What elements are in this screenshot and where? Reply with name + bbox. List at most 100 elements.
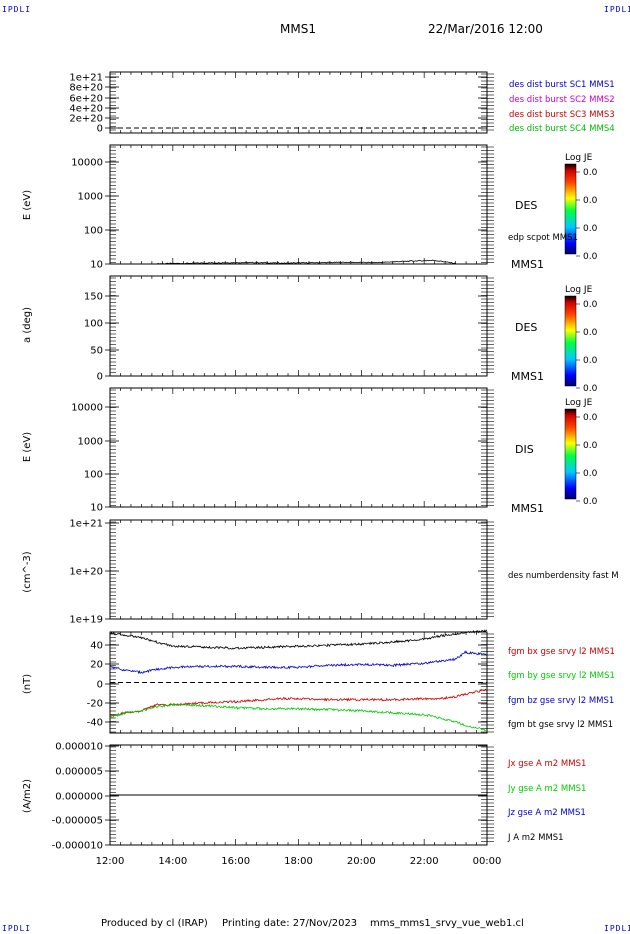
panel-p1-legend-entry: des dist burst SC3 MMS3 [509,110,615,120]
panel-p4-colorbar-tick-label: 0.0 [583,441,598,451]
panel-p2-y-tick-label: 10 [90,260,103,271]
panel-p2-colorbar-tick-label: 0.0 [583,252,598,262]
panel-p1-y-tick-label: 2e+20 [69,114,103,125]
panel-p7-y-tick-label: 0.000000 [55,792,103,803]
panel-p4-colorbar-title: Log JE [565,398,593,408]
panel-p5-y-axis-label: (cm^-3) [22,551,33,592]
panel-p1-y-tick-label: 0 [97,124,103,135]
panel-p3-colorbar-tick-label: 0.0 [583,384,598,394]
panel-p2-series-scpot [156,259,456,265]
panel-p6-series-2 [109,650,488,675]
panel-p3-frame [109,275,488,377]
footer-printing-date: Printing date: 27/Nov/2023 [222,918,358,929]
panel-p2-colorbar-title: Log JE [565,153,593,163]
panel-p7-series-label: J A m2 MMS1 [507,833,564,843]
panel-p6-series-1 [109,703,488,732]
panel-p1-y-tick-label: 1e+21 [69,73,103,84]
panel-p5-frame [109,519,488,620]
panel-p4-right-label: DIS [515,443,534,456]
panel-p6-y-tick-label: 20 [90,660,103,671]
x-tick-label: 20:00 [347,856,376,867]
panel-p5-y-tick-label: 1e+19 [69,615,103,626]
panel-p1-y-tick-label: 8e+20 [69,83,103,94]
x-tick-label: 14:00 [158,856,187,867]
panel-p4-colorbar [564,408,577,500]
panel-p6-y-axis-label: (nT) [22,674,33,694]
panel-p7-y-tick-label: -0.000005 [52,816,103,827]
panel-p6-series-0 [109,688,488,718]
x-tick-label: 00:00 [473,856,502,867]
panel-p2-y-tick-label: 1000 [78,192,103,203]
x-tick-label: 12:00 [96,856,125,867]
panel-p6-y-tick-label: 0 [97,680,103,691]
panel-p4-y-tick-label: 1000 [78,437,103,448]
panel-p5-y-tick-label: 1e+21 [69,519,103,530]
panel-p6-series-3 [109,629,488,650]
panel-p2-colorbar-tick-label: 0.0 [583,196,598,206]
panel-p5-series-label: des numberdensity fast M [508,571,619,581]
panel-p2-colorbar [564,163,577,255]
panel-p6-y-tick-label: 40 [90,641,103,652]
panel-p3-colorbar-tick-label: 0.0 [583,300,598,310]
panel-p2-colorbar-tick-label: 0.0 [583,168,598,178]
panel-p4-colorbar-tick-label: 0.0 [583,497,598,507]
panel-p1-legend-entry: des dist burst SC4 MMS4 [509,124,615,134]
panel-p4-y-tick-label: 10000 [71,403,103,414]
panel-p6-series-label: fgm bx gse srvy l2 MMS1 [508,647,615,657]
footer-producer: Produced by cl (IRAP) [101,918,208,929]
panel-p3-colorbar-title: Log JE [565,285,593,295]
corner-label-top-left: IPDLI [2,5,32,14]
panel-p1-y-tick-label: 4e+20 [69,104,103,115]
panel-p3-y-tick-label: 100 [84,319,103,330]
footer-filename: mms_mms1_srvy_vue_web1.cl [370,918,524,929]
panel-p7-series-label: Jz gse A m2 MMS1 [507,808,586,818]
panel-p2-series-label: edp scpot MMS1 [508,233,578,243]
panel-p6-series-label: fgm bt gse srvy l2 MMS1 [508,720,613,730]
panel-p7-y-axis-label: (A/m2) [22,779,33,813]
panel-p3-colorbar-tick-label: 0.0 [583,356,598,366]
panel-p3-y-tick-label: 150 [84,292,103,303]
panel-p3-probe-label: MMS1 [511,370,544,383]
panel-p2-probe-label: MMS1 [511,258,544,271]
panel-p4-colorbar-tick-label: 0.0 [583,469,598,479]
panel-p7-y-tick-label: -0.000010 [52,841,103,852]
x-tick-label: 18:00 [284,856,313,867]
panel-p6-y-tick-label: -40 [87,718,103,729]
panel-p3-y-axis-label: a (deg) [22,307,33,343]
panel-p3-colorbar-tick-label: 0.0 [583,328,598,338]
corner-label-top-right: IPDLI [604,5,630,14]
corner-label-bottom-right: IPDLI [604,924,630,933]
panel-p4-y-tick-label: 10 [90,503,103,514]
panel-p5-y-tick-label: 1e+20 [69,567,103,578]
panel-p4-y-axis-label: E (eV) [22,432,33,462]
panel-p3-y-tick-label: 0 [97,372,103,383]
panel-p2-y-tick-label: 100 [84,226,103,237]
panel-p6-series-label: fgm bz gse srvy l2 MMS1 [508,696,614,706]
panel-p1-frame [109,71,488,134]
panel-p3-right-label: DES [515,321,537,334]
panel-p2-colorbar-tick-label: 0.0 [583,224,598,234]
panel-p2-frame [109,144,488,265]
panel-p1-legend-entry: des dist burst SC1 MMS1 [509,80,615,90]
datetime-title: 22/Mar/2016 12:00 [428,22,543,36]
panel-p2-right-label: DES [515,199,537,212]
panel-p7-series-label: Jx gse A m2 MMS1 [507,759,586,769]
panel-p4-y-tick-label: 100 [84,470,103,481]
corner-label-bottom-left: IPDLI [2,924,32,933]
panel-p2-y-tick-label: 10000 [71,158,103,169]
panel-p4-probe-label: MMS1 [511,502,544,515]
panel-p7-series-label: Jy gse A m2 MMS1 [507,784,586,794]
panel-p1-legend-entry: des dist burst SC2 MMS2 [509,95,615,105]
panel-p1-y-tick-label: 6e+20 [69,94,103,105]
panel-p7-y-tick-label: 0.000005 [55,767,103,778]
x-tick-label: 16:00 [221,856,250,867]
panel-p3-y-tick-label: 50 [90,346,103,357]
x-tick-label: 22:00 [410,856,439,867]
panel-p2-y-axis-label: E (eV) [22,190,33,220]
panel-p4-frame [109,387,488,508]
panel-p4-colorbar-tick-label: 0.0 [583,413,598,423]
panel-p7-y-tick-label: 0.000010 [55,742,103,753]
spacecraft-title: MMS1 [280,22,316,36]
panel-p6-series-label: fgm by gse srvy l2 MMS1 [508,671,615,681]
